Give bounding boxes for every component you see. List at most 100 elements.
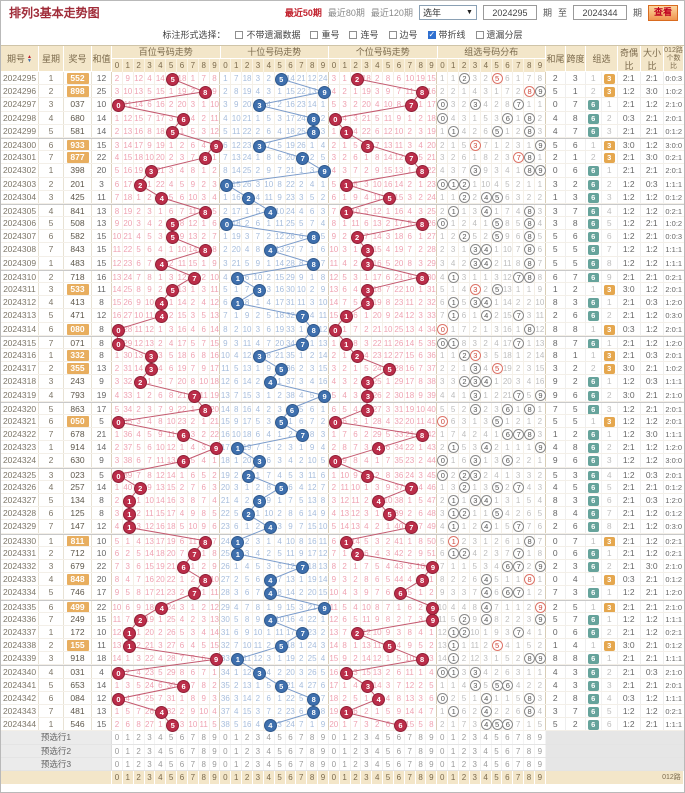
preselect-digit[interactable]: 9 bbox=[210, 731, 221, 744]
preselect-digit[interactable]: 6 bbox=[394, 744, 405, 757]
preselect-digit[interactable]: 0 bbox=[220, 744, 232, 757]
preselect-digit[interactable]: 5 bbox=[166, 744, 178, 757]
preselect-digit[interactable]: 3 bbox=[253, 731, 264, 744]
preselect-digit[interactable]: 6 bbox=[502, 731, 514, 744]
recent-120-link[interactable]: 最近120期 bbox=[370, 8, 413, 18]
preselect-digit[interactable]: 9 bbox=[318, 757, 329, 770]
preselect-digit[interactable]: 3 bbox=[253, 744, 264, 757]
preselect-digit[interactable]: 7 bbox=[513, 744, 525, 757]
preselect-digit[interactable]: 7 bbox=[405, 744, 416, 757]
preselect-digit[interactable]: 2 bbox=[134, 731, 145, 744]
preselect-digit[interactable]: 5 bbox=[492, 757, 503, 770]
preselect-digit[interactable]: 9 bbox=[210, 744, 221, 757]
preselect-digit[interactable]: 0 bbox=[112, 757, 123, 770]
filter-checkbox-边号[interactable]: 边号 bbox=[388, 28, 418, 41]
preselect-digit[interactable]: 0 bbox=[437, 757, 449, 770]
preselect-digit[interactable]: 4 bbox=[264, 757, 275, 770]
preselect-digit[interactable]: 6 bbox=[394, 757, 405, 770]
preselect-digit[interactable]: 9 bbox=[426, 757, 438, 770]
preselect-digit[interactable]: 0 bbox=[437, 744, 449, 757]
preselect-digit[interactable]: 3 bbox=[361, 757, 373, 770]
preselect-digit[interactable]: 2 bbox=[242, 757, 253, 770]
preselect-digit[interactable]: 6 bbox=[394, 731, 405, 744]
preselect-digit[interactable]: 9 bbox=[318, 731, 329, 744]
preselect-digit[interactable]: 5 bbox=[492, 731, 503, 744]
filter-checkbox-不带遗漏数据[interactable]: 不带遗漏数据 bbox=[235, 28, 300, 41]
preselect-digit[interactable]: 2 bbox=[242, 744, 253, 757]
preselect-digit[interactable]: 7 bbox=[513, 757, 525, 770]
preselect-digit[interactable]: 8 bbox=[199, 744, 210, 757]
preselect-digit[interactable]: 1 bbox=[231, 757, 243, 770]
preselect-digit[interactable]: 6 bbox=[286, 731, 297, 744]
preselect-digit[interactable]: 8 bbox=[199, 731, 210, 744]
preselect-digit[interactable]: 9 bbox=[426, 731, 438, 744]
preselect-digit[interactable]: 8 bbox=[307, 744, 319, 757]
year-select[interactable]: 选年 ▼ bbox=[418, 5, 477, 20]
preselect-digit[interactable]: 7 bbox=[296, 731, 308, 744]
preselect-digit[interactable]: 1 bbox=[340, 731, 351, 744]
preselect-digit[interactable]: 3 bbox=[253, 757, 264, 770]
preselect-digit[interactable]: 2 bbox=[459, 744, 470, 757]
preselect-digit[interactable]: 9 bbox=[318, 744, 329, 757]
preselect-digit[interactable]: 1 bbox=[123, 757, 134, 770]
preselect-digit[interactable]: 3 bbox=[470, 731, 481, 744]
recent-80-link[interactable]: 最近80期 bbox=[327, 8, 365, 18]
preselect-digit[interactable]: 1 bbox=[340, 744, 351, 757]
preselect-digit[interactable]: 9 bbox=[535, 757, 546, 770]
filter-checkbox-重号[interactable]: 重号 bbox=[310, 28, 339, 41]
preselect-digit[interactable]: 2 bbox=[134, 757, 145, 770]
filter-checkbox-连号[interactable]: 连号 bbox=[349, 28, 379, 41]
preselect-digit[interactable]: 1 bbox=[448, 731, 459, 744]
preselect-digit[interactable]: 4 bbox=[155, 744, 167, 757]
preselect-digit[interactable]: 7 bbox=[188, 757, 199, 770]
preselect-digit[interactable]: 9 bbox=[426, 744, 438, 757]
preselect-digit[interactable]: 2 bbox=[242, 731, 253, 744]
preselect-digit[interactable]: 4 bbox=[264, 744, 275, 757]
preselect-digit[interactable]: 5 bbox=[275, 731, 286, 744]
preselect-digit[interactable]: 7 bbox=[513, 731, 525, 744]
preselect-digit[interactable]: 5 bbox=[492, 744, 503, 757]
preselect-digit[interactable]: 4 bbox=[264, 731, 275, 744]
preselect-digit[interactable]: 7 bbox=[296, 757, 308, 770]
preselect-digit[interactable]: 0 bbox=[112, 744, 123, 757]
preselect-digit[interactable]: 6 bbox=[502, 757, 514, 770]
preselect-digit[interactable]: 5 bbox=[166, 757, 178, 770]
preselect-digit[interactable]: 2 bbox=[459, 757, 470, 770]
preselect-digit[interactable]: 8 bbox=[307, 757, 319, 770]
preselect-digit[interactable]: 3 bbox=[145, 757, 156, 770]
preselect-digit[interactable]: 7 bbox=[188, 744, 199, 757]
preselect-digit[interactable]: 0 bbox=[329, 744, 340, 757]
preselect-digit[interactable]: 4 bbox=[481, 744, 492, 757]
to-issue-input[interactable] bbox=[572, 5, 627, 20]
preselect-digit[interactable]: 5 bbox=[383, 744, 394, 757]
preselect-digit[interactable]: 8 bbox=[416, 744, 427, 757]
preselect-digit[interactable]: 4 bbox=[155, 731, 167, 744]
preselect-digit[interactable]: 3 bbox=[470, 744, 481, 757]
preselect-digit[interactable]: 8 bbox=[307, 731, 319, 744]
preselect-digit[interactable]: 7 bbox=[296, 744, 308, 757]
preselect-digit[interactable]: 7 bbox=[188, 731, 199, 744]
preselect-digit[interactable]: 5 bbox=[275, 757, 286, 770]
preselect-label[interactable]: 预选行3 bbox=[1, 757, 112, 770]
preselect-digit[interactable]: 4 bbox=[481, 757, 492, 770]
preselect-digit[interactable]: 3 bbox=[361, 744, 373, 757]
preselect-digit[interactable]: 6 bbox=[286, 744, 297, 757]
preselect-digit[interactable]: 8 bbox=[416, 731, 427, 744]
preselect-digit[interactable]: 0 bbox=[112, 731, 123, 744]
preselect-digit[interactable]: 9 bbox=[535, 731, 546, 744]
preselect-digit[interactable]: 6 bbox=[502, 744, 514, 757]
preselect-digit[interactable]: 3 bbox=[145, 731, 156, 744]
preselect-digit[interactable]: 0 bbox=[329, 731, 340, 744]
from-issue-input[interactable] bbox=[482, 5, 537, 20]
preselect-digit[interactable]: 5 bbox=[383, 731, 394, 744]
preselect-digit[interactable]: 2 bbox=[351, 731, 362, 744]
preselect-digit[interactable]: 6 bbox=[177, 744, 188, 757]
preselect-digit[interactable]: 4 bbox=[372, 744, 384, 757]
preselect-digit[interactable]: 6 bbox=[177, 757, 188, 770]
preselect-digit[interactable]: 3 bbox=[145, 744, 156, 757]
preselect-digit[interactable]: 5 bbox=[166, 731, 178, 744]
preselect-digit[interactable]: 1 bbox=[448, 757, 459, 770]
preselect-digit[interactable]: 0 bbox=[220, 731, 232, 744]
preselect-digit[interactable]: 7 bbox=[405, 757, 416, 770]
preselect-digit[interactable]: 2 bbox=[134, 744, 145, 757]
